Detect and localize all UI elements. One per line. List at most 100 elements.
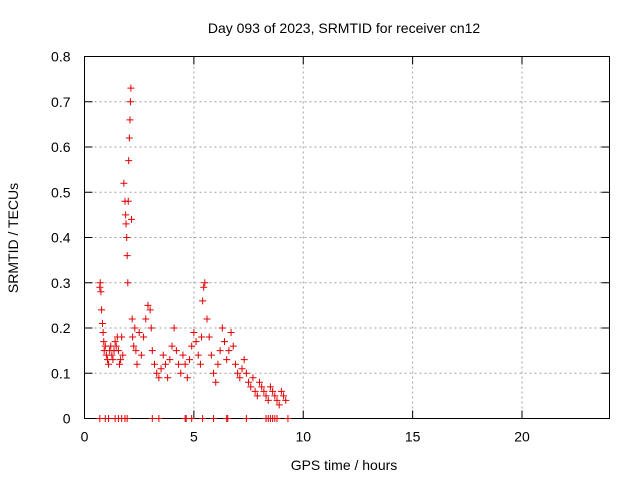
baseline-point bbox=[123, 415, 131, 422]
data-point bbox=[183, 374, 191, 382]
x-axis-label: GPS time / hours bbox=[291, 457, 398, 473]
data-point bbox=[168, 342, 176, 350]
baseline-point bbox=[273, 415, 281, 422]
data-point bbox=[109, 356, 117, 364]
data-point bbox=[273, 396, 281, 404]
data-point bbox=[200, 283, 208, 291]
data-point bbox=[214, 360, 222, 368]
data-point bbox=[269, 387, 277, 395]
data-point bbox=[130, 342, 138, 350]
data-point bbox=[190, 329, 198, 337]
data-point bbox=[124, 279, 132, 287]
data-point bbox=[123, 234, 131, 241]
data-point bbox=[223, 356, 231, 364]
data-point bbox=[151, 360, 158, 368]
data-point bbox=[201, 279, 209, 287]
data-point bbox=[159, 351, 167, 359]
data-point bbox=[280, 392, 288, 400]
data-point bbox=[140, 333, 148, 341]
data-point bbox=[118, 333, 126, 341]
data-point bbox=[266, 383, 274, 391]
data-point bbox=[127, 84, 135, 92]
data-point bbox=[275, 401, 283, 409]
data-point bbox=[131, 324, 139, 332]
data-point bbox=[126, 98, 134, 106]
data-point bbox=[218, 324, 226, 332]
data-point bbox=[177, 369, 185, 377]
data-point bbox=[153, 369, 161, 377]
data-point bbox=[253, 392, 261, 400]
data-point bbox=[196, 360, 204, 368]
data-point bbox=[100, 338, 108, 346]
data-point bbox=[133, 360, 141, 368]
data-point bbox=[260, 387, 268, 395]
data-point bbox=[124, 197, 132, 205]
data-point bbox=[164, 374, 172, 382]
data-point bbox=[123, 252, 131, 260]
x-tick-label: 0 bbox=[81, 429, 89, 445]
data-point bbox=[227, 329, 235, 337]
x-tick-label: 20 bbox=[514, 429, 530, 445]
y-tick-label: 0.1 bbox=[51, 365, 71, 381]
data-point bbox=[179, 351, 187, 359]
data-points bbox=[96, 84, 292, 422]
data-point bbox=[198, 333, 206, 341]
y-tick-label: 0.7 bbox=[51, 94, 71, 110]
baseline-point bbox=[224, 415, 232, 422]
y-tick-label: 0.5 bbox=[51, 184, 71, 200]
data-point bbox=[117, 356, 125, 364]
data-point bbox=[258, 383, 266, 391]
y-tick-label: 0.3 bbox=[51, 275, 71, 291]
data-point bbox=[155, 374, 163, 382]
y-tick-label: 0 bbox=[63, 411, 71, 427]
data-point bbox=[245, 378, 253, 386]
data-point bbox=[236, 374, 244, 382]
data-point bbox=[97, 288, 105, 296]
baseline-point bbox=[188, 415, 196, 422]
baseline-point bbox=[155, 415, 163, 422]
data-point bbox=[161, 360, 169, 368]
data-point bbox=[146, 306, 154, 314]
x-tick-label: 5 bbox=[190, 429, 198, 445]
x-tick-label: 15 bbox=[405, 429, 421, 445]
data-point bbox=[157, 365, 165, 373]
data-point bbox=[240, 356, 248, 364]
grid-lines bbox=[84, 56, 610, 419]
data-point bbox=[137, 351, 145, 359]
y-axis-label: SRMTID / TECUs bbox=[5, 183, 21, 293]
x-tick-label: 10 bbox=[295, 429, 311, 445]
data-point bbox=[210, 369, 218, 377]
data-point bbox=[212, 378, 220, 386]
data-point bbox=[282, 396, 290, 404]
data-point bbox=[170, 324, 178, 332]
data-point bbox=[242, 369, 250, 377]
data-point bbox=[205, 333, 213, 341]
data-point bbox=[144, 301, 152, 309]
data-point bbox=[175, 360, 183, 368]
y-tick-label: 0.8 bbox=[51, 49, 71, 65]
data-point bbox=[216, 347, 224, 355]
baseline-point bbox=[242, 415, 250, 422]
data-point bbox=[192, 338, 200, 346]
data-point bbox=[128, 215, 136, 223]
data-point bbox=[277, 387, 285, 395]
data-point bbox=[221, 338, 228, 346]
data-point bbox=[234, 369, 242, 377]
baseline-point bbox=[105, 415, 113, 422]
data-point bbox=[264, 396, 272, 404]
data-point bbox=[126, 116, 134, 124]
data-point bbox=[166, 356, 174, 364]
data-point bbox=[122, 211, 130, 219]
data-point bbox=[111, 338, 119, 346]
data-point bbox=[135, 329, 143, 337]
data-point bbox=[172, 347, 180, 355]
data-point bbox=[98, 319, 106, 327]
data-point bbox=[231, 360, 239, 368]
y-tick-label: 0.6 bbox=[51, 139, 71, 155]
data-point bbox=[125, 134, 133, 142]
data-point bbox=[122, 220, 130, 228]
data-point bbox=[98, 306, 106, 314]
data-point bbox=[207, 351, 215, 359]
data-point bbox=[256, 378, 263, 386]
